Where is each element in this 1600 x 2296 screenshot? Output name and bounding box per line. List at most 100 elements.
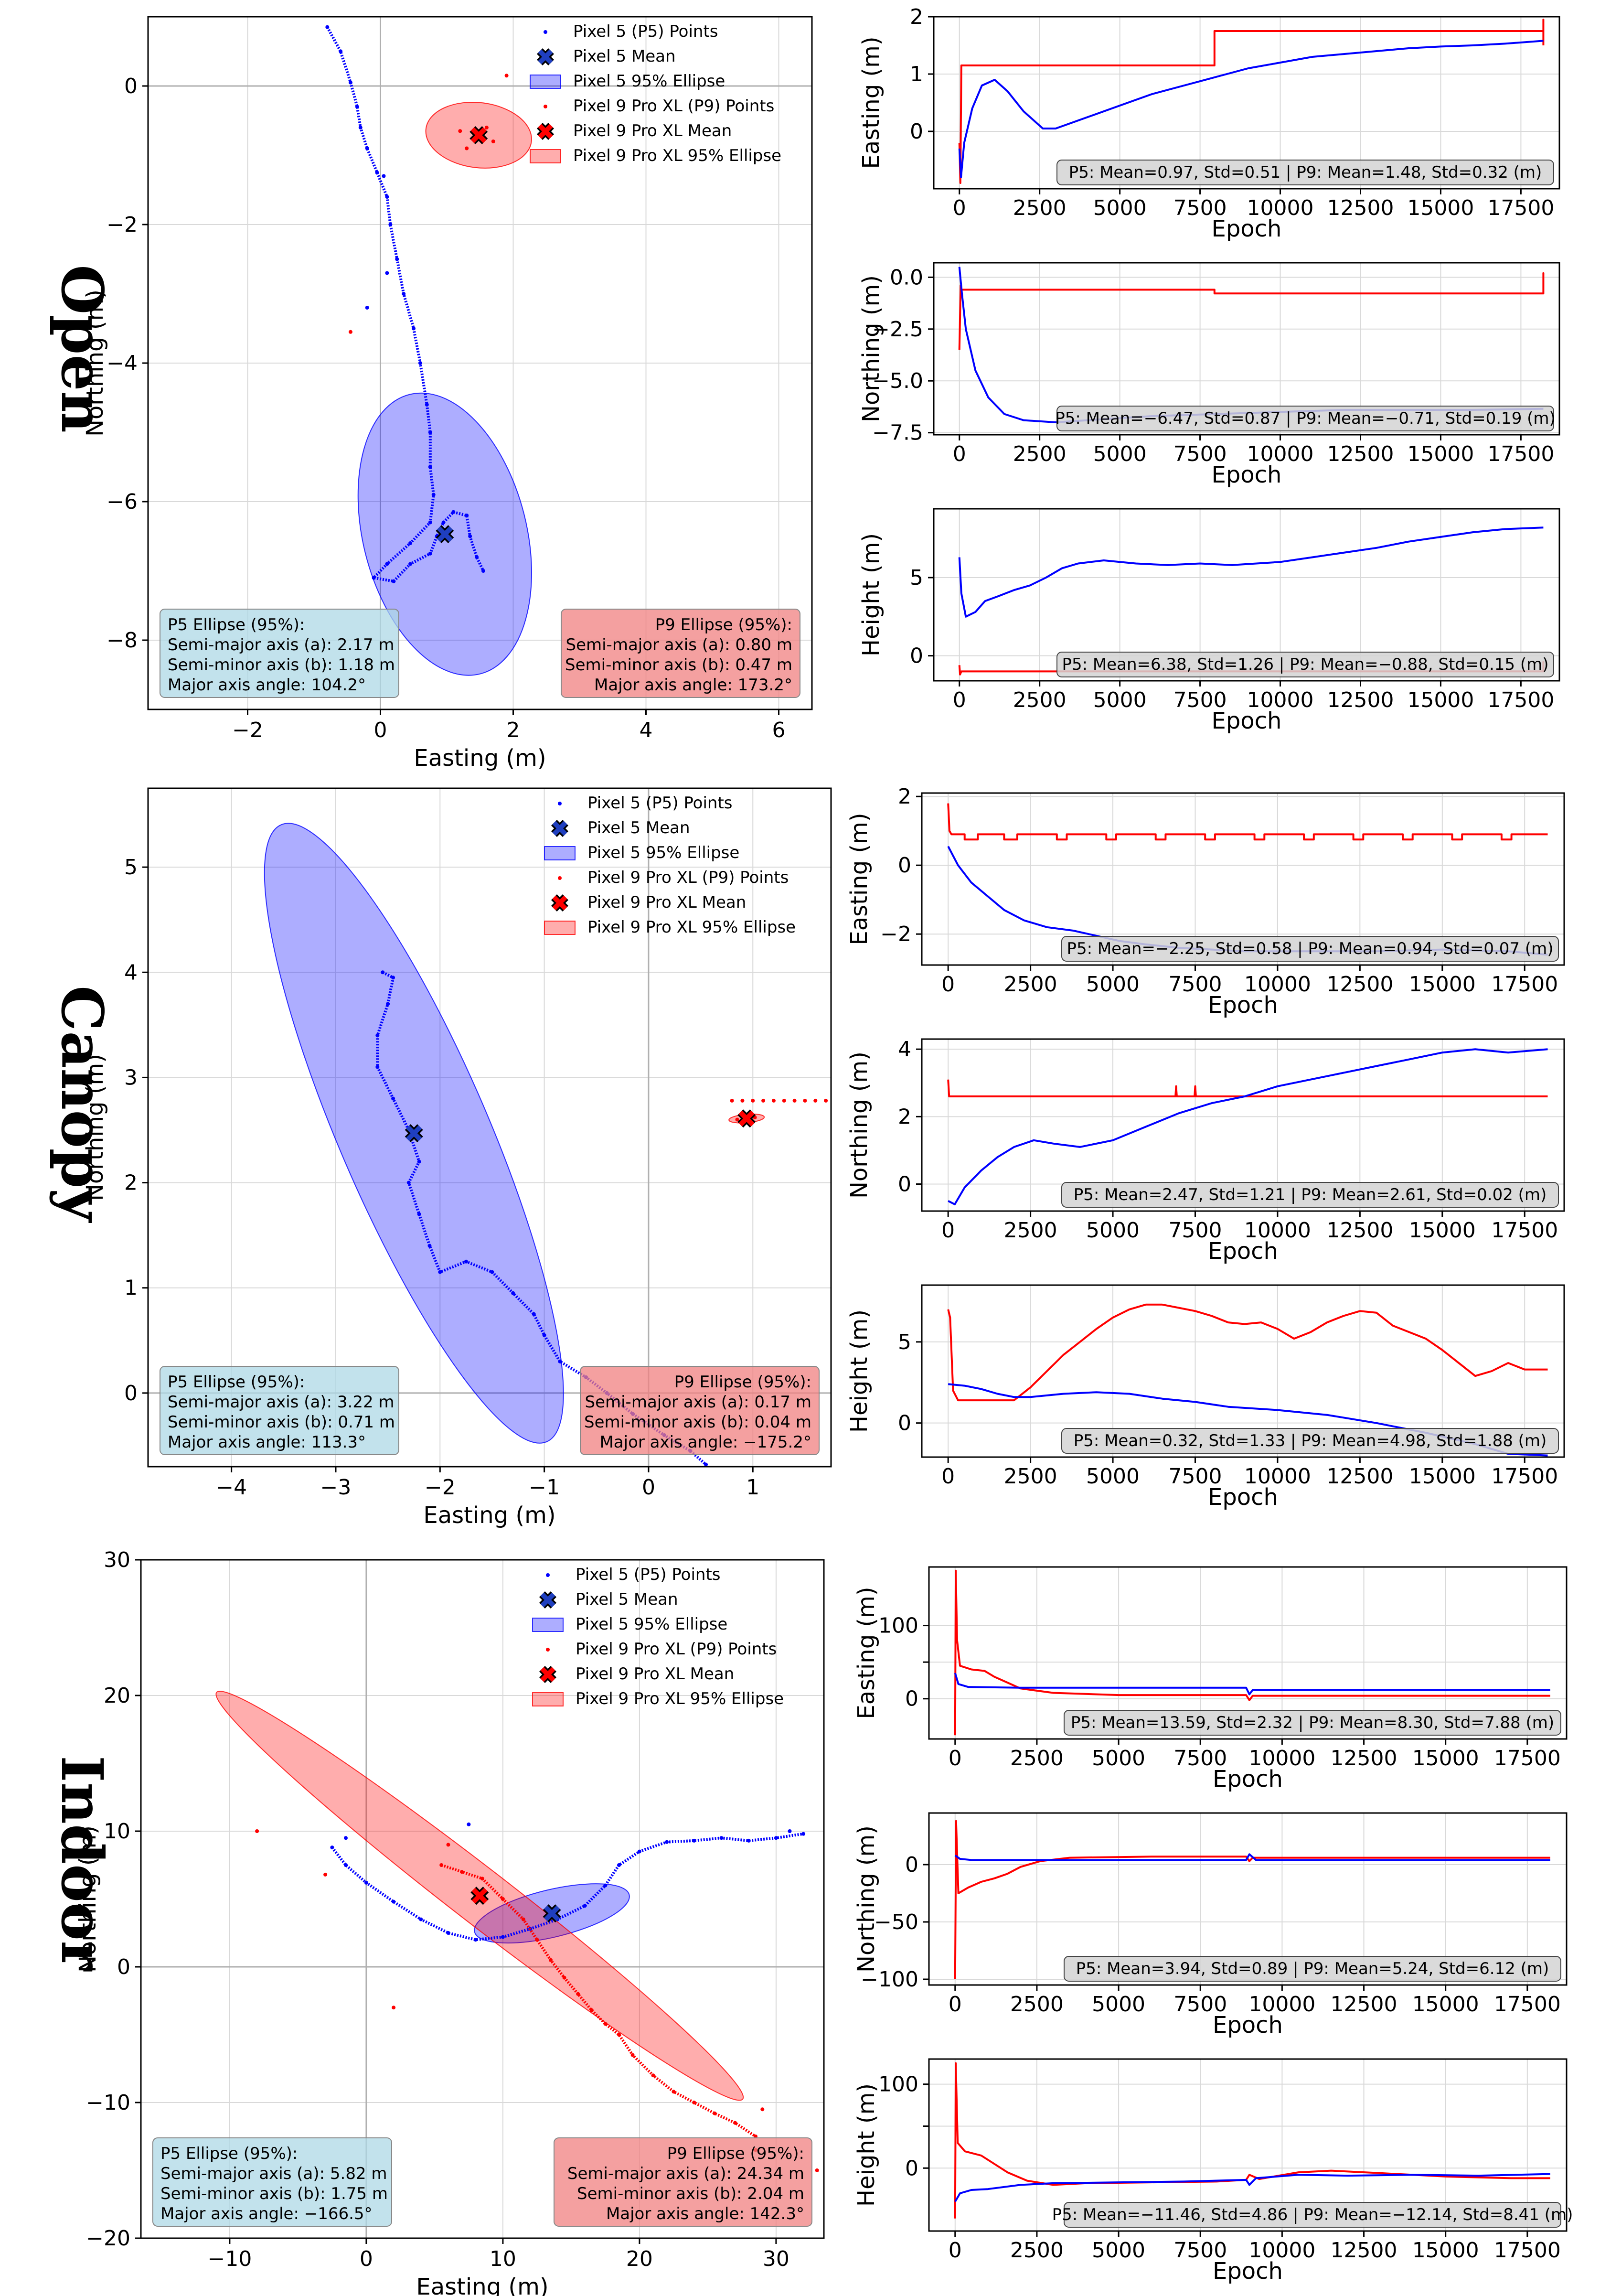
x-tick-label: 15000 (1407, 688, 1474, 712)
timeseries-panel-2-0: 0 2500 5000 7500 10000 12500 15000 17500 0 100 Epo… (853, 1566, 1568, 1792)
p9-ellipse-info-box-line: Semi-minor axis (b): 0.47 m (565, 655, 792, 675)
x-tick-label: 17500 (1494, 1746, 1561, 1770)
p5-track-point (392, 579, 396, 583)
y-tick-label: 0 (910, 644, 923, 668)
y-tick-label: 4 (124, 960, 138, 985)
p5-track-point (464, 1259, 468, 1264)
y-tick-label: 0 (905, 1853, 918, 1877)
legend-swatch-p5_points (544, 30, 547, 34)
x-tick-label: 12500 (1327, 196, 1394, 220)
p5-track-point (451, 510, 456, 514)
x-tick-label: 30 (763, 2247, 789, 2271)
scatter-plot-area (325, 25, 532, 676)
y-tick-label: 5 (898, 1330, 911, 1354)
x-axis-label: Epoch (1212, 461, 1282, 488)
x-tick-label: −1 (529, 1475, 560, 1500)
p9-ellipse-info-box-line: Semi-major axis (a): 0.80 m (565, 635, 792, 654)
p9-track-point (576, 1992, 580, 1996)
x-tick-label: −3 (320, 1475, 352, 1500)
x-tick-label: 0 (360, 2247, 373, 2271)
p9-ellipse-info-box: P9 Ellipse (95%):Semi-major axis (a): 0.… (561, 609, 800, 698)
stats-text: P5: Mean=3.94, Std=0.89 | P9: Mean=5.24,… (1076, 1959, 1549, 1978)
series-frame (921, 1038, 1565, 1212)
legend-label-p5_mean: Pixel 5 Mean (576, 1590, 678, 1609)
p5-point (365, 306, 369, 310)
p5-mean-marker (437, 526, 453, 542)
p5-track-point (392, 1899, 396, 1904)
x-tick-label: 7500 (1173, 1746, 1227, 1770)
stats-text: P5: Mean=6.38, Std=1.26 | P9: Mean=−0.88… (1062, 655, 1548, 674)
series-frame (921, 1284, 1565, 1458)
y-tick-label: 5 (910, 566, 923, 590)
p5-track-point (774, 1836, 778, 1840)
legend-label-p5_ellipse: Pixel 5 95% Ellipse (576, 1615, 727, 1634)
x-tick-label: 10000 (1244, 1464, 1311, 1489)
x-tick-label: 2 (507, 718, 520, 742)
p9-point (803, 1098, 807, 1103)
series-plot-area (947, 803, 1548, 956)
p9-point (730, 1098, 734, 1103)
p5-track-point (391, 976, 395, 980)
p5-track-point (402, 292, 406, 296)
p5-track-point (325, 25, 330, 29)
y-tick-label: 0 (905, 1687, 918, 1711)
x-tick-label: 10000 (1248, 1992, 1315, 2017)
p5-track-point (428, 551, 432, 556)
p5-track-point (468, 534, 472, 538)
legend-swatch-p5_ellipse (530, 75, 561, 89)
y-tick-label: 3 (124, 1065, 138, 1090)
x-tick-label: 0 (953, 196, 966, 220)
y-tick-label: 0 (117, 1955, 130, 1979)
p9-mean-marker (470, 127, 487, 143)
p9-track-point (460, 1870, 464, 1874)
x-tick-label: 2500 (1013, 442, 1067, 466)
x-tick-label: 15000 (1407, 196, 1474, 220)
p9-series-line (958, 19, 1545, 184)
p5-ellipse-info-box-line: Major axis angle: −166.5° (160, 2204, 373, 2223)
x-axis-label: Epoch (1208, 992, 1278, 1019)
p5-point (344, 1836, 348, 1840)
x-tick-label: 7500 (1168, 972, 1222, 997)
p9-track-point (589, 2008, 594, 2012)
series-plot-area (958, 267, 1545, 423)
x-tick-label: −2 (232, 718, 263, 742)
legend-swatch-p9_ellipse (530, 149, 561, 163)
x-tick-label: 10000 (1247, 688, 1314, 712)
x-tick-label: 10 (490, 2247, 516, 2271)
x-tick-label: 4 (640, 718, 653, 742)
p5-ellipse-info-box-line: Semi-major axis (a): 3.22 m (168, 1393, 395, 1412)
series-frame (933, 508, 1560, 682)
p5-track-point (428, 465, 432, 469)
x-tick-label: 1 (746, 1475, 759, 1500)
x-tick-label: 2500 (1010, 2238, 1064, 2263)
p5-track-point (446, 1931, 450, 1935)
y-tick-label: −6 (107, 490, 138, 514)
x-tick-label: −4 (216, 1475, 247, 1500)
x-tick-label: 5000 (1086, 972, 1140, 997)
p5-ellipse-info-box-bg (160, 609, 399, 698)
p5-track-point (391, 1096, 395, 1101)
x-axis-label: Epoch (1208, 1238, 1278, 1265)
scatter-panel-1: −4 −3 −2 −1 0 1 0 1 2 3 4 5 Easting (m) Northing (m) P… (82, 787, 832, 1529)
legend-label-p5_mean: Pixel 5 Mean (587, 818, 690, 837)
p5-ellipse-info-box-line: P5 Ellipse (95%): (168, 615, 305, 634)
p9-track-point (603, 2022, 608, 2026)
x-tick-label: 0 (949, 1746, 962, 1770)
timeseries-panel-0-2: 0 2500 5000 7500 10000 12500 15000 17500 0 5 Epoch… (858, 508, 1560, 734)
y-tick-label: 0 (905, 2156, 918, 2180)
timeseries-panel-1-1: 0 2500 5000 7500 10000 12500 15000 17500 0 2 4 Epoc… (846, 1037, 1565, 1265)
p9-series-line (947, 803, 1548, 841)
series-frame (933, 262, 1560, 436)
y-tick-label: 1 (124, 1276, 138, 1300)
p5-series-line (954, 1853, 1550, 1861)
x-tick-label: 10000 (1244, 972, 1311, 997)
x-tick-label: 15000 (1412, 2238, 1479, 2263)
timeseries-panel-0-0: 0 2500 5000 7500 10000 12500 15000 17500 0 1 2 Epoc… (858, 5, 1560, 242)
stats-text: P5: Mean=0.97, Std=0.51 | P9: Mean=1.48,… (1069, 163, 1542, 182)
p5-track-point (490, 1270, 494, 1274)
y-tick-label: 0 (898, 1411, 911, 1436)
x-tick-label: 2500 (1004, 1218, 1057, 1243)
x-tick-label: 0 (949, 1992, 962, 2017)
p9-ellipse-info-box-bg (561, 609, 800, 698)
p9-point (815, 2168, 819, 2172)
